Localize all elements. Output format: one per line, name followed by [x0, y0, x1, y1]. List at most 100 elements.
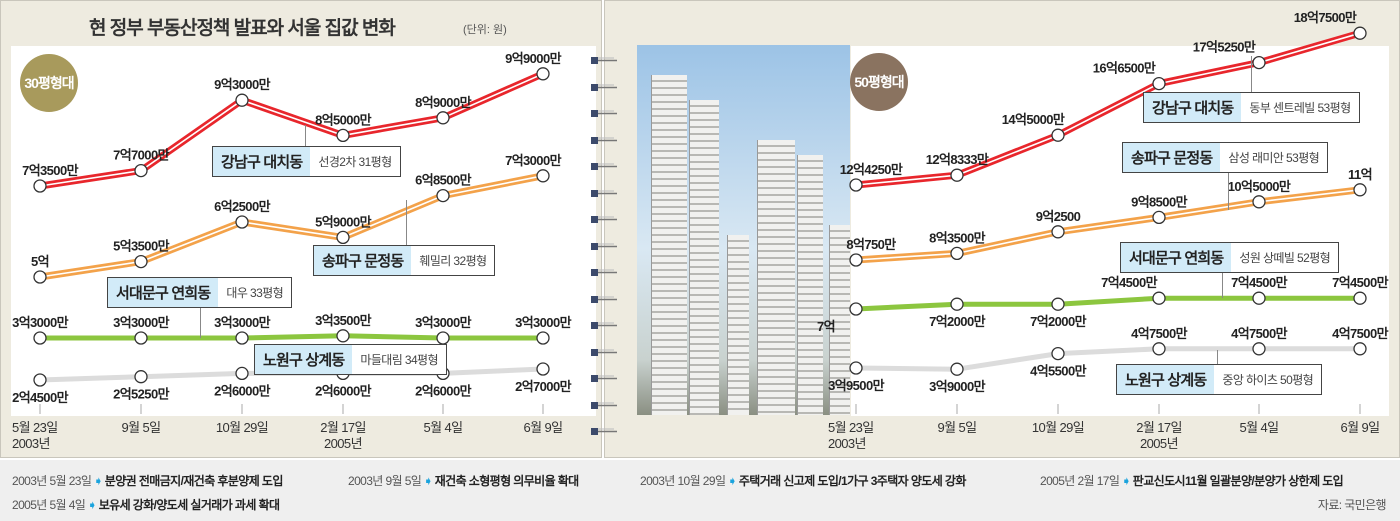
event-date: 2003년 10월 29일: [640, 474, 726, 488]
data-label: 2억6000만: [415, 383, 472, 398]
callout-songpa-50: 송파구 문정동 삼성 래미안 53평형: [1122, 142, 1329, 173]
binding-ring: [590, 397, 618, 409]
data-label: 10억5000만: [1228, 179, 1291, 194]
data-point: [235, 93, 249, 107]
callout-apartment: 성원 상떼빌 52평형: [1239, 251, 1331, 265]
data-label: 3억3000만: [12, 315, 69, 330]
data-label: 3억9000만: [929, 379, 986, 394]
data-label: 2억7000만: [515, 379, 572, 394]
binding-ring: [590, 185, 618, 197]
building-shape: [757, 140, 795, 415]
event-date: 2005년 2월 17일: [1040, 474, 1120, 488]
data-label: 7억4500만: [1332, 275, 1389, 290]
binding-ring: [590, 238, 618, 250]
data-point: [134, 370, 148, 384]
data-point: [134, 331, 148, 345]
series-gangnam: 12억4250만 12억8333만 14억5000만 16억6500만 17억5250만…: [840, 10, 1367, 192]
data-label: 14억5000만: [1002, 112, 1065, 127]
data-point: [235, 366, 249, 381]
data-point: [436, 331, 450, 345]
data-label: 8억750만: [846, 237, 896, 252]
data-point: [33, 373, 47, 387]
arrow-right-icon: ➧: [87, 498, 97, 512]
x-label: 2월 17일 2005년: [1129, 420, 1189, 452]
x-label-date: 5월 4일: [1239, 420, 1280, 435]
data-point: [849, 178, 863, 192]
x-label-date: 5월 4일: [423, 420, 464, 435]
unit-label: (단위: 원): [463, 24, 507, 36]
data-label: 3억3500만: [315, 313, 372, 328]
arrow-right-icon: ➧: [1121, 474, 1131, 488]
callout-apartment: 동부 센트레빌 53평형: [1249, 101, 1351, 115]
data-point: [235, 331, 249, 345]
data-point: [1353, 291, 1367, 305]
x-label: 2월 17일 2005년: [313, 420, 373, 452]
x-label-date: 9월 5일: [937, 420, 978, 435]
data-point: [536, 362, 550, 376]
data-point: [950, 297, 964, 311]
data-point: [134, 163, 148, 178]
callout-apartment: 대우 33평형: [226, 286, 284, 300]
x-label-year: 2003년: [828, 436, 866, 451]
data-label: 2억6000만: [214, 383, 271, 398]
arrow-right-icon: ➧: [423, 474, 433, 488]
policy-event: 2005년 5월 4일 ➧ 보유세 강화/양도세 실거래가 과세 확대: [12, 496, 280, 513]
data-label: 4억7500만: [1231, 326, 1288, 341]
callout-district: 송파구 문정동: [314, 246, 412, 275]
data-point: [1353, 26, 1367, 40]
data-point: [950, 246, 964, 261]
x-label: 10월 29일: [212, 420, 272, 436]
data-point: [1051, 346, 1065, 361]
callout-seodaemun-50: 서대문구 연희동 성원 상떼빌 52평형: [1120, 242, 1340, 273]
data-point: [1353, 183, 1367, 197]
data-label: 9억2500: [1036, 209, 1081, 224]
data-point: [950, 362, 964, 376]
data-point: [849, 361, 863, 375]
x-label-year: 2005년: [1140, 436, 1178, 451]
badge-50pyeong: 50평형대: [850, 53, 908, 111]
x-label: 6월 9일: [513, 420, 573, 436]
building-shape: [651, 75, 687, 415]
callout-gangnam-30: 강남구 대치동 선경2차 31평형: [212, 146, 401, 177]
data-point: [536, 169, 550, 183]
data-label: 8억5000만: [315, 112, 372, 127]
series-line-inner: [855, 189, 1361, 261]
data-label: 4억7500만: [1131, 326, 1188, 341]
series-gangnam: 7억3500만 7억7000만 9억3000만 8억5000만 8억9000만 9억900…: [22, 51, 562, 193]
data-label: 16억6500만: [1093, 61, 1156, 76]
callout-district: 서대문구 연희동: [108, 278, 219, 307]
data-point: [336, 128, 350, 143]
data-label: 9억3000만: [214, 77, 271, 92]
series-line-inner: [39, 175, 544, 278]
event-text: 주택거래 신고제 도입/1가구 3주택자 양도세 강화: [738, 474, 967, 488]
callout-district: 노원구 상계동: [255, 345, 353, 374]
data-point: [1051, 225, 1065, 239]
data-point: [1353, 342, 1367, 356]
series-line: [855, 346, 1360, 372]
series-nowon: 3억9500만 3억9000만 4억5500만 4억7500만 4억7500만 4억750…: [828, 326, 1389, 394]
callout-apartment: 삼성 래미안 53평형: [1228, 151, 1320, 165]
binding-ring: [590, 370, 618, 382]
callout-apartment: 훼밀리 32평형: [419, 254, 487, 268]
x-label-year: 2005년: [324, 436, 362, 451]
data-label: 7억4500만: [1231, 275, 1288, 290]
binding-ring: [590, 79, 618, 91]
data-point: [1051, 128, 1065, 142]
x-label-date: 9월 5일: [121, 420, 162, 435]
data-point: [536, 67, 550, 81]
x-label-date: 5월 23일: [828, 420, 874, 435]
data-label: 18억7500만: [1294, 10, 1357, 25]
binding-ring: [590, 52, 618, 64]
data-label: 9억8500만: [1131, 194, 1188, 209]
binding-ring: [590, 317, 618, 329]
building-shape: [727, 235, 749, 415]
callout-gangnam-50: 강남구 대치동 동부 센트레빌 53평형: [1143, 92, 1360, 123]
callout-apartment: 마들대림 34평형: [360, 353, 438, 367]
data-point: [33, 270, 47, 284]
data-point: [436, 111, 450, 125]
badge-30pyeong: 30평형대: [20, 54, 78, 112]
x-label: 9월 5일: [111, 420, 171, 436]
data-point: [1051, 297, 1065, 311]
data-point: [1252, 291, 1266, 305]
series-seodaemun: 3억3000만 3억3000만 3억3000만 3억3500만 3억3000만 3억300…: [12, 313, 572, 345]
